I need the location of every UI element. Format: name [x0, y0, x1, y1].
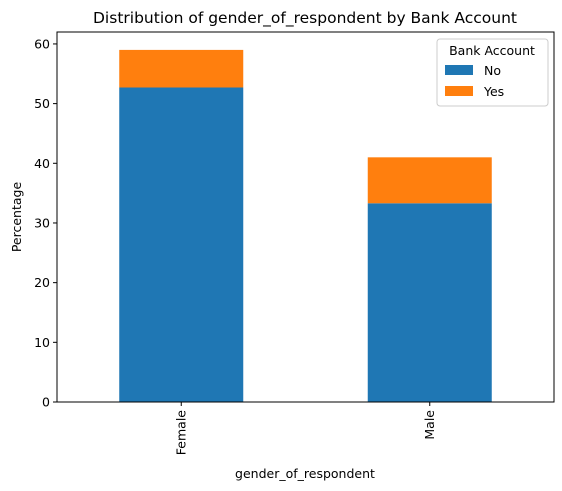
plot-area: [119, 49, 492, 402]
bar-female-no: [119, 87, 244, 402]
y-tick-label: 0: [42, 395, 50, 410]
legend-label-yes: Yes: [483, 84, 504, 99]
y-axis-label: Percentage: [9, 182, 24, 253]
y-tick-label: 60: [34, 36, 50, 51]
x-tick-label-male: Male: [422, 410, 437, 440]
plot-frame: [56, 31, 555, 403]
legend: Bank Account No Yes: [436, 38, 549, 107]
chart-title: Distribution of gender_of_respondent by …: [93, 9, 517, 28]
bar-male-yes: [367, 157, 492, 204]
x-axis: Female Male: [173, 402, 437, 455]
y-tick-label: 30: [34, 215, 50, 230]
bar-female-yes: [119, 49, 244, 88]
y-axis: 0 10 20 30 40 50 60: [34, 36, 57, 410]
y-tick-label: 10: [34, 335, 50, 350]
legend-title: Bank Account: [449, 43, 535, 58]
y-tick-label: 50: [34, 96, 50, 111]
legend-swatch-yes: [445, 86, 473, 96]
bar-male-no: [367, 203, 492, 402]
legend-swatch-no: [445, 65, 473, 75]
x-axis-label: gender_of_respondent: [235, 466, 375, 481]
y-tick-label: 40: [34, 156, 50, 171]
legend-label-no: No: [484, 63, 501, 78]
y-tick-label: 20: [34, 275, 50, 290]
x-tick-label-female: Female: [173, 410, 188, 456]
